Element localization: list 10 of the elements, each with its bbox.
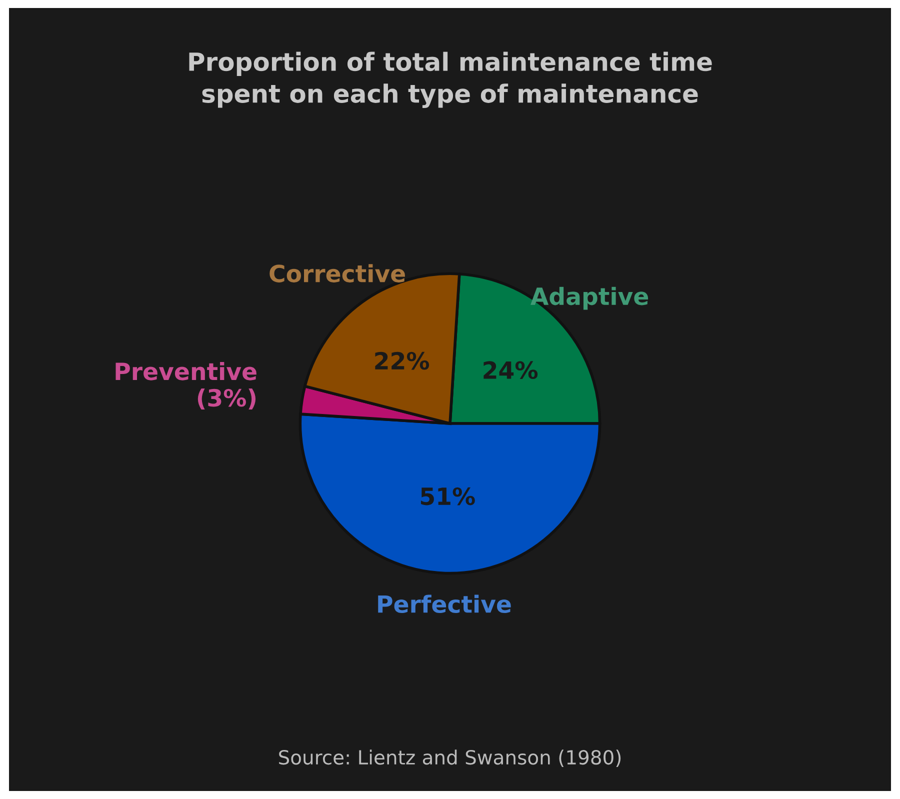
- slice-label: Perfective: [378, 594, 511, 613]
- data-label: (3%): [198, 388, 256, 410]
- slice-label: Corrective: [270, 264, 405, 282]
- slice-label: Preventive: [116, 362, 256, 380]
- slice-label: Adaptive: [530, 286, 648, 310]
- source-note: Source: Lientz and Swanson (1980): [279, 750, 621, 767]
- chart-title: Proportion of total maintenance time spent on each type of maintenance: [189, 52, 712, 108]
- data-label: 51%: [420, 487, 475, 506]
- data-label: 24%: [484, 361, 538, 380]
- data-label: 22%: [375, 352, 430, 370]
